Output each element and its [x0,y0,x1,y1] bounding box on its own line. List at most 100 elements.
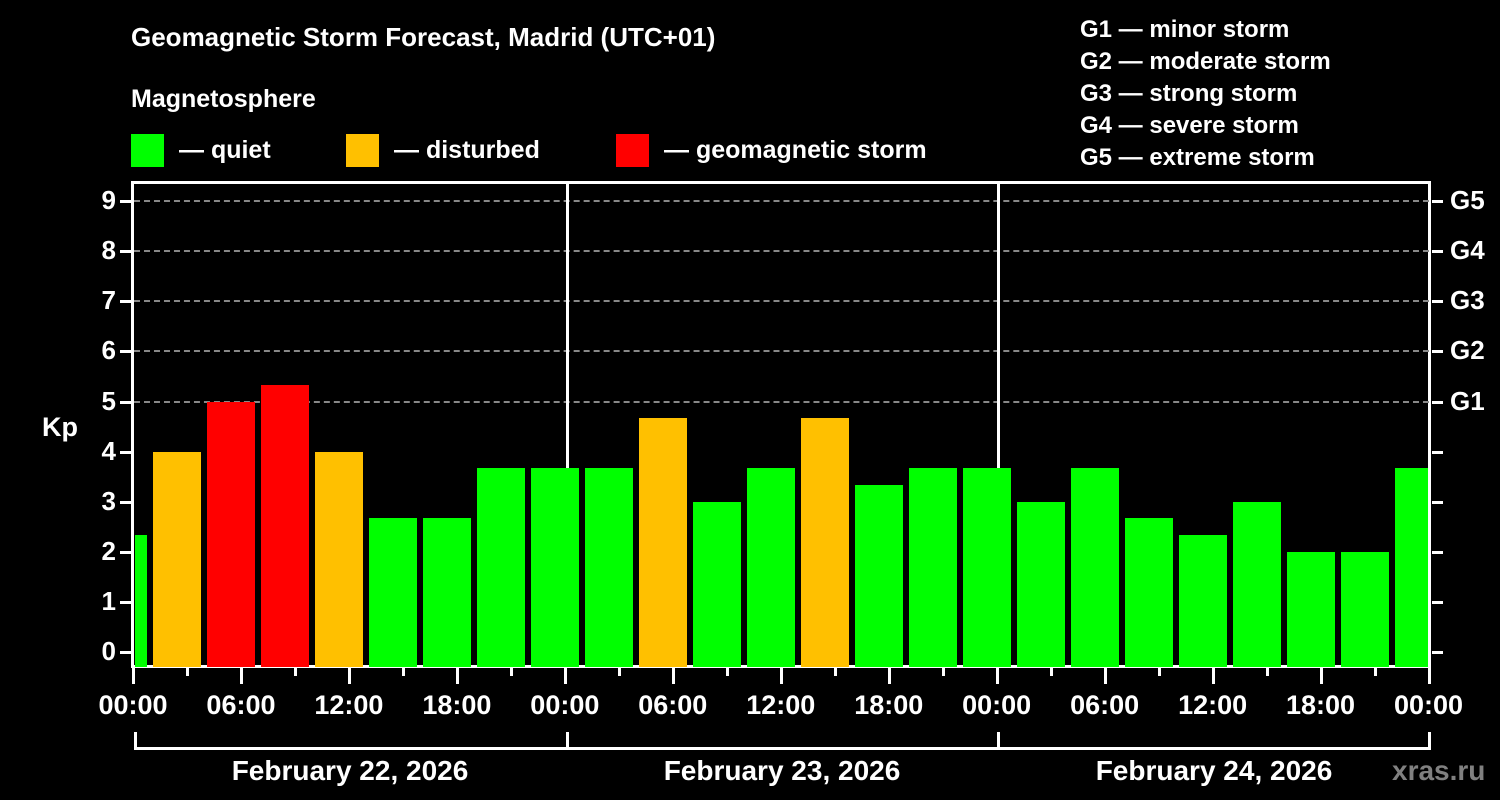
x-tick [671,668,675,684]
kp-bar [854,485,903,667]
x-tick [1157,668,1161,676]
kp-bar [1232,501,1281,667]
kp-bar [153,451,202,667]
x-tick [1319,668,1323,684]
x-tick-label: 12:00 [746,690,816,720]
g-legend-item: G2 — moderate storm [1080,48,1331,75]
x-tick-label: 06:00 [206,690,276,720]
x-tick [455,668,459,684]
kp-bar [746,468,795,667]
y2-tick [1432,450,1443,454]
x-tick [833,668,837,676]
x-tick [617,668,621,676]
x-tick [1427,668,1431,684]
x-tick [401,668,405,676]
date-bracket [134,747,1431,750]
date-label: February 23, 2026 [663,755,901,786]
x-tick [293,668,297,676]
kp-bar [1070,468,1119,667]
g-scale-label: G2 [1450,335,1485,366]
g-legend-item: G1 — minor storm [1080,16,1290,43]
x-tick-label: 18:00 [1286,690,1356,720]
y-tick [120,200,131,204]
kp-bar [585,468,633,667]
legend-storm: — geomagnetic storm [616,134,927,167]
y-tick-label: 8 [101,235,116,266]
x-tick [132,668,135,684]
legend-swatch-disturbed [346,134,379,167]
x-tick-label: 06:00 [638,690,708,720]
gridline [134,350,1429,353]
g-legend-item: G5 — extreme storm [1080,144,1315,171]
y2-tick [1432,200,1443,204]
kp-bar [261,384,310,667]
kp-bar [315,451,364,667]
y-tick [120,350,131,354]
x-tick [995,668,999,684]
kp-bar [207,401,256,667]
kp-bar [1394,468,1428,667]
y2-tick [1432,651,1443,654]
legend-label-storm: — geomagnetic storm [664,136,927,164]
x-tick-label: 18:00 [422,690,492,720]
x-tick-label: 00:00 [98,690,168,720]
x-tick [1103,668,1107,684]
g-scale-label: G4 [1450,235,1485,266]
x-tick [563,668,567,684]
y-tick [120,600,131,604]
x-tick [941,668,945,676]
x-tick-label: 00:00 [1393,690,1464,720]
kp-bar [477,468,526,667]
legend-quiet: — quiet [131,134,271,167]
y-tick-label: 0 [101,636,116,666]
x-tick-label: 18:00 [854,690,924,720]
legend-disturbed: — disturbed [346,134,540,167]
watermark: xras.ru [1392,755,1486,786]
day-divider [566,181,569,668]
y-tick-label: 2 [101,535,116,566]
date-bracket-tick [134,732,137,750]
kp-bar [962,468,1011,667]
g-scale-label: G5 [1450,185,1485,216]
y2-tick [1432,550,1443,554]
y-tick-label: 5 [101,385,116,416]
x-tick [1265,668,1269,676]
date-label: February 22, 2026 [231,755,469,786]
chart-title: Geomagnetic Storm Forecast, Madrid (UTC+… [131,22,716,52]
kp-bar [423,518,472,667]
day-divider [997,181,1000,668]
y-tick-label: 1 [101,585,116,616]
g-legend-item: G4 — severe storm [1080,112,1299,139]
gridline [134,250,1429,253]
legend-label-quiet: — quiet [179,136,271,164]
date-bracket-tick [1428,732,1431,750]
x-tick [509,668,513,676]
gridline [134,200,1429,203]
x-tick-label: 00:00 [530,690,600,720]
y2-tick [1432,300,1443,304]
kp-bar [639,418,687,667]
date-bracket-tick [997,732,1000,750]
y2-tick [1432,400,1443,404]
g-legend-item: G3 — strong storm [1080,80,1298,107]
x-tick [779,668,783,684]
y2-tick [1432,500,1443,504]
y-tick-label: 4 [101,435,116,466]
kp-bar [1340,551,1389,667]
kp-bar [369,518,418,667]
y-tick-label: 3 [101,485,116,516]
x-tick-label: 12:00 [314,690,384,720]
kp-bar [1016,501,1065,667]
x-tick [887,668,891,684]
kp-bar [1286,551,1335,667]
x-tick-label: 00:00 [962,690,1032,720]
x-tick [347,668,351,684]
g-scale-legend: G1 — minor storm G2 — moderate storm G3 … [1080,14,1331,174]
y-tick [120,500,131,504]
y-tick [120,450,131,454]
x-tick [1049,668,1053,676]
x-tick [1211,668,1215,684]
x-tick-label: 12:00 [1178,690,1248,720]
chart-subtitle: Magnetosphere [131,85,316,113]
y-tick [120,550,131,554]
